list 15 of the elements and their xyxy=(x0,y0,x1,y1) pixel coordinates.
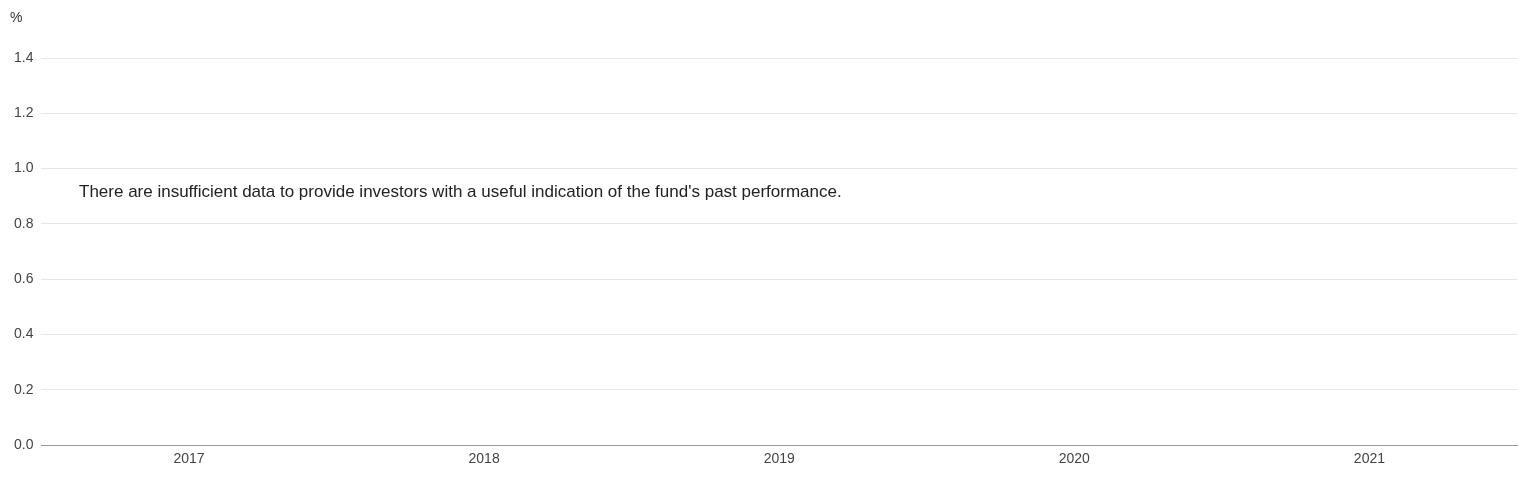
x-tick-label: 2019 xyxy=(763,450,796,467)
y-axis-title: % xyxy=(10,9,23,25)
annotation: There are insufficient data to provide investors with a useful indication of the fund's past performance. xyxy=(79,182,842,202)
x-tick-label: 2018 xyxy=(468,450,500,467)
y-tick-label: 0.2 xyxy=(13,380,34,397)
y-tick-label: 0.6 xyxy=(13,270,34,287)
y-tick-label: 0.0 xyxy=(13,436,34,453)
x-tick-label: 2021 xyxy=(1353,450,1386,467)
y-tick-label: 1.4 xyxy=(13,48,34,65)
x-tick-label: 2020 xyxy=(1058,450,1091,467)
x-tick-label: 2017 xyxy=(173,450,205,467)
y-tick-label: 0.4 xyxy=(13,325,34,342)
y-tick-label: 1.2 xyxy=(13,104,34,121)
y-tick-label: 1.0 xyxy=(13,159,34,176)
y-tick-label: 0.8 xyxy=(13,214,34,231)
